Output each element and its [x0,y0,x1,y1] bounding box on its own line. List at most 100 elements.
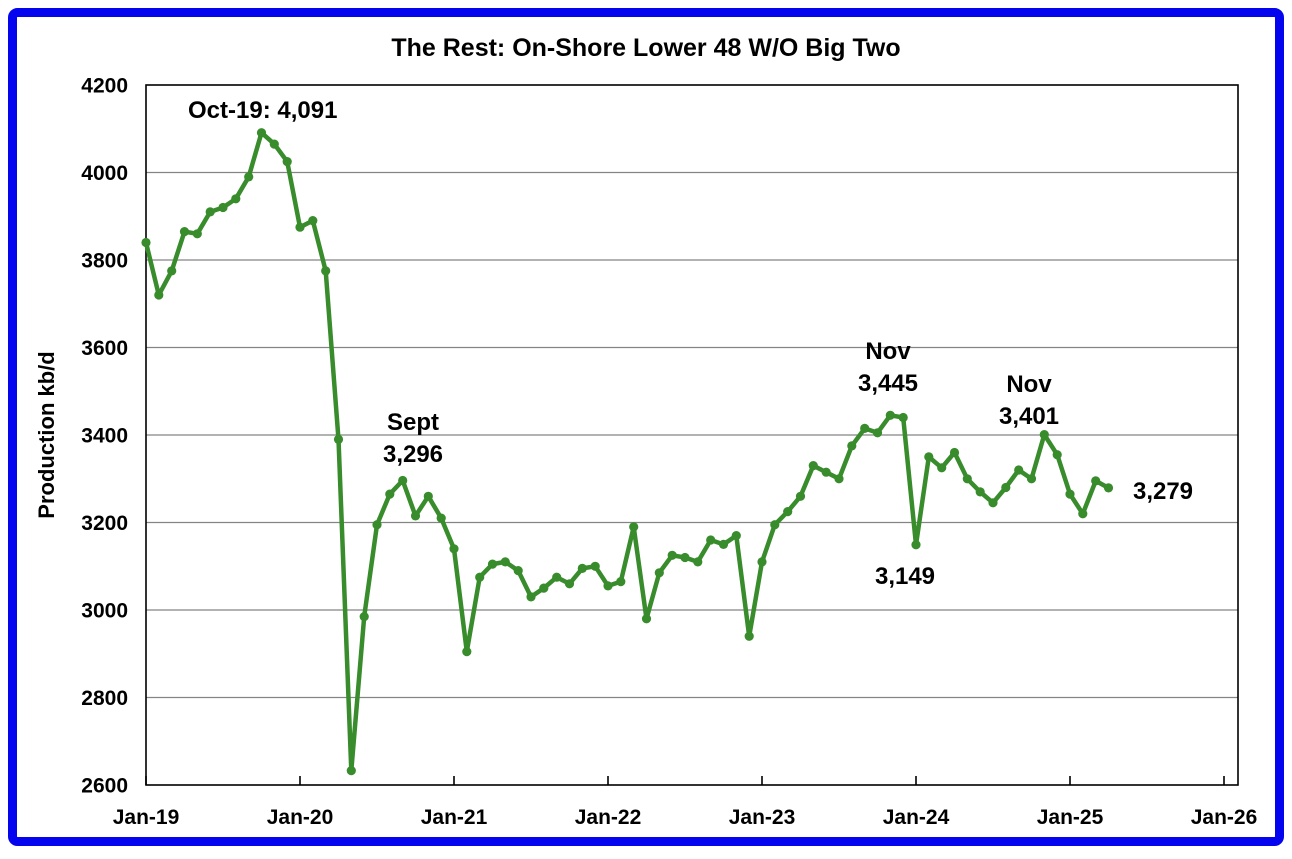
data-point-marker [988,498,998,508]
data-point-marker [167,266,177,276]
plot-area-border [145,84,1239,786]
data-point-marker [667,550,677,560]
data-point-marker [1078,509,1088,519]
data-point-marker [1026,474,1037,484]
annotation-nov24-peak: Nov 3,401 [999,371,1059,430]
y-axis-title: Production kb/d [34,351,59,518]
data-point-marker [962,474,972,484]
data-point-marker [911,540,921,550]
data-point-marker [410,511,421,521]
data-point-marker [475,572,485,582]
x-tick-label: Jan-20 [267,806,334,829]
data-point-marker [603,581,613,591]
data-point-marker [282,157,292,167]
data-point-marker [577,563,587,574]
data-point-marker [333,434,344,444]
data-point-marker [423,491,433,501]
plot-border [145,84,1239,786]
data-point-marker [1065,489,1075,499]
data-point-marker [757,557,767,567]
data-point-marker [949,447,960,458]
data-point-marker [372,520,382,530]
y-tick-label: 3400 [81,425,128,448]
x-axis-labels: Jan-19 Jan-20 Jan-21 Jan-22 Jan-23 Jan-24 Jan-… [113,806,1258,829]
data-point-marker [898,412,908,423]
chart-title: The Rest: On-Shore Lower 48 W/O Big Two [391,34,900,62]
data-point-marker [770,520,780,530]
data-point-marker [1001,482,1011,493]
data-point-marker [244,172,254,182]
data-point-marker [539,583,549,593]
data-point-marker [1052,450,1062,460]
y-tick-label: 3000 [81,600,128,623]
production-series [141,128,1114,776]
axis-tick-marks [145,776,1225,785]
data-point-marker [308,216,318,226]
data-point-marker [462,647,472,657]
data-point-marker [564,579,575,589]
x-tick-label: Jan-22 [575,806,642,829]
data-point-marker [526,592,536,602]
data-point-marker [552,572,562,582]
data-point-marker [834,474,844,484]
data-point-marker [680,552,690,563]
x-tick-label: Jan-21 [421,806,488,829]
data-point-marker [860,423,870,433]
data-point-marker [192,229,202,239]
data-point-marker [321,266,331,276]
data-point-marker [359,612,369,622]
data-point-marker [693,557,703,567]
data-point-marker [513,566,523,576]
outer-border [8,8,1284,846]
annotation-sep20-peak: Sept 3,296 [383,409,443,468]
data-point-marker [449,544,459,554]
x-tick-label: Jan-25 [1037,806,1104,829]
data-point-marker [718,539,729,550]
data-point-marker [154,290,164,300]
data-point-marker [590,561,600,571]
data-point-marker [744,631,754,641]
x-tick-label: Jan-23 [729,806,796,829]
data-point-marker [487,559,498,569]
data-point-marker [795,491,806,501]
annotation-nov23-peak: Nov 3,445 [858,338,918,397]
data-point-marker [808,461,818,471]
data-point-marker [821,467,831,477]
data-point-marker [616,577,626,587]
data-point-marker [872,428,883,438]
data-point-marker [1103,483,1114,493]
y-tick-label: 3600 [81,337,128,360]
data-point-marker [1039,430,1049,440]
data-point-marker [179,227,190,237]
data-point-marker [731,531,741,541]
data-point-marker [924,452,934,462]
annotation-last-point: 3,279 [1133,478,1193,505]
y-tick-label: 3200 [81,512,128,535]
data-point-marker [231,194,241,204]
y-tick-label: 4200 [81,75,128,98]
data-point-marker [706,535,716,545]
data-point-marker [937,463,947,473]
data-point-marker [783,507,793,517]
data-point-marker [641,614,652,624]
data-point-marker [218,202,228,213]
data-point-marker [1014,465,1024,475]
production-line [143,130,1111,773]
data-point-marker [385,489,395,499]
x-tick-label: Jan-19 [113,806,180,829]
data-point-marker [436,513,446,523]
x-tick-label: Jan-26 [1191,806,1258,829]
gridlines [146,171,1238,699]
data-point-marker [346,766,356,776]
data-point-marker [1091,476,1101,486]
annotation-oct19-peak: Oct-19: 4,091 [188,97,337,124]
data-point-marker [141,237,151,248]
data-point-marker [398,475,408,486]
x-tick-label: Jan-24 [883,806,950,829]
data-point-marker [975,487,985,497]
y-axis-labels: 2600 2800 3000 3200 3400 3600 3800 4000 4200 [81,75,128,798]
data-annotations: Oct-19: 4,091 Sept 3,296 Nov 3,445 Nov 3,401 3,… [188,97,1193,590]
data-point-marker [885,410,895,420]
